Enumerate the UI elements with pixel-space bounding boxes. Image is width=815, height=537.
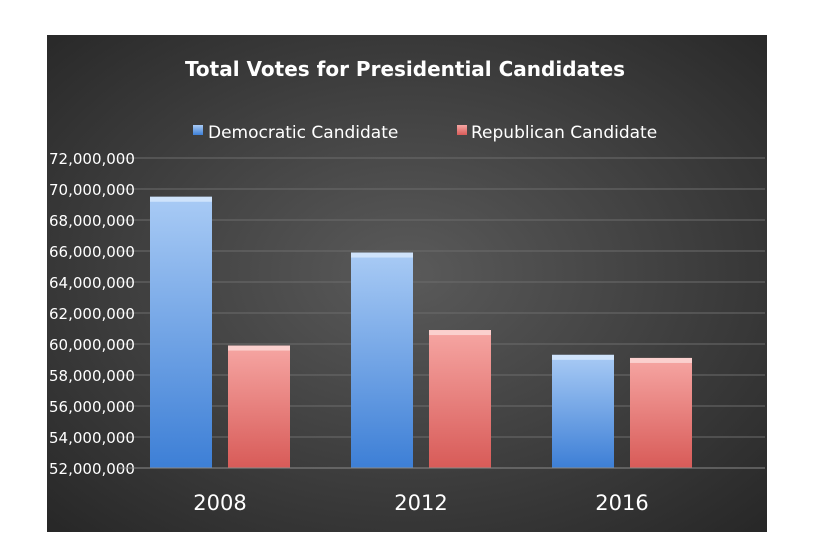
bar-body xyxy=(552,354,614,468)
bar-body xyxy=(150,196,212,468)
bar-body xyxy=(351,252,413,468)
bar-republican-2016 xyxy=(630,357,692,468)
x-tick-label: 2008 xyxy=(193,491,246,515)
bar-top-highlight xyxy=(228,345,290,351)
y-tick-label: 68,000,000 xyxy=(49,212,135,230)
bar-democratic-2008 xyxy=(150,196,212,468)
x-tick-label: 2012 xyxy=(394,491,447,515)
y-tick-label: 62,000,000 xyxy=(49,305,135,323)
y-tick-label: 58,000,000 xyxy=(49,367,135,385)
bar-body xyxy=(630,357,692,468)
legend-swatch-republican xyxy=(457,125,467,135)
bar-chart: Total Votes for Presidential Candidates … xyxy=(47,35,767,532)
chart-frame: Total Votes for Presidential Candidates … xyxy=(47,35,767,532)
y-tick-label: 60,000,000 xyxy=(49,336,135,354)
bars xyxy=(150,196,692,468)
y-tick-label: 70,000,000 xyxy=(49,181,135,199)
legend-swatch-democratic xyxy=(193,125,203,135)
bar-top-highlight xyxy=(552,354,614,360)
y-tick-label: 56,000,000 xyxy=(49,398,135,416)
y-tick-label: 52,000,000 xyxy=(49,460,135,478)
y-tick-label: 54,000,000 xyxy=(49,429,135,447)
y-tick-label: 72,000,000 xyxy=(49,150,135,168)
bar-top-highlight xyxy=(630,357,692,363)
bar-democratic-2012 xyxy=(351,252,413,468)
x-axis-tick-labels: 2008 2012 2016 xyxy=(193,491,648,515)
y-tick-label: 66,000,000 xyxy=(49,243,135,261)
bar-republican-2012 xyxy=(429,330,491,468)
x-tick-label: 2016 xyxy=(595,491,648,515)
y-axis-tick-labels: 52,000,000 54,000,000 56,000,000 58,000,000… xyxy=(49,150,135,478)
bar-democratic-2016 xyxy=(552,354,614,468)
bar-republican-2008 xyxy=(228,345,290,468)
legend-label-republican: Republican Candidate xyxy=(471,123,657,143)
bar-top-highlight xyxy=(150,196,212,202)
legend-item-republican: Republican Candidate xyxy=(457,123,657,143)
y-tick-label: 64,000,000 xyxy=(49,274,135,292)
chart-title: Total Votes for Presidential Candidates xyxy=(185,57,625,81)
bar-top-highlight xyxy=(351,252,413,258)
bar-body xyxy=(429,330,491,468)
bar-body xyxy=(228,345,290,468)
legend-item-democratic: Democratic Candidate xyxy=(193,123,398,143)
legend: Democratic Candidate Republican Candidat… xyxy=(193,123,657,143)
legend-label-democratic: Democratic Candidate xyxy=(208,123,398,143)
bar-top-highlight xyxy=(429,330,491,336)
